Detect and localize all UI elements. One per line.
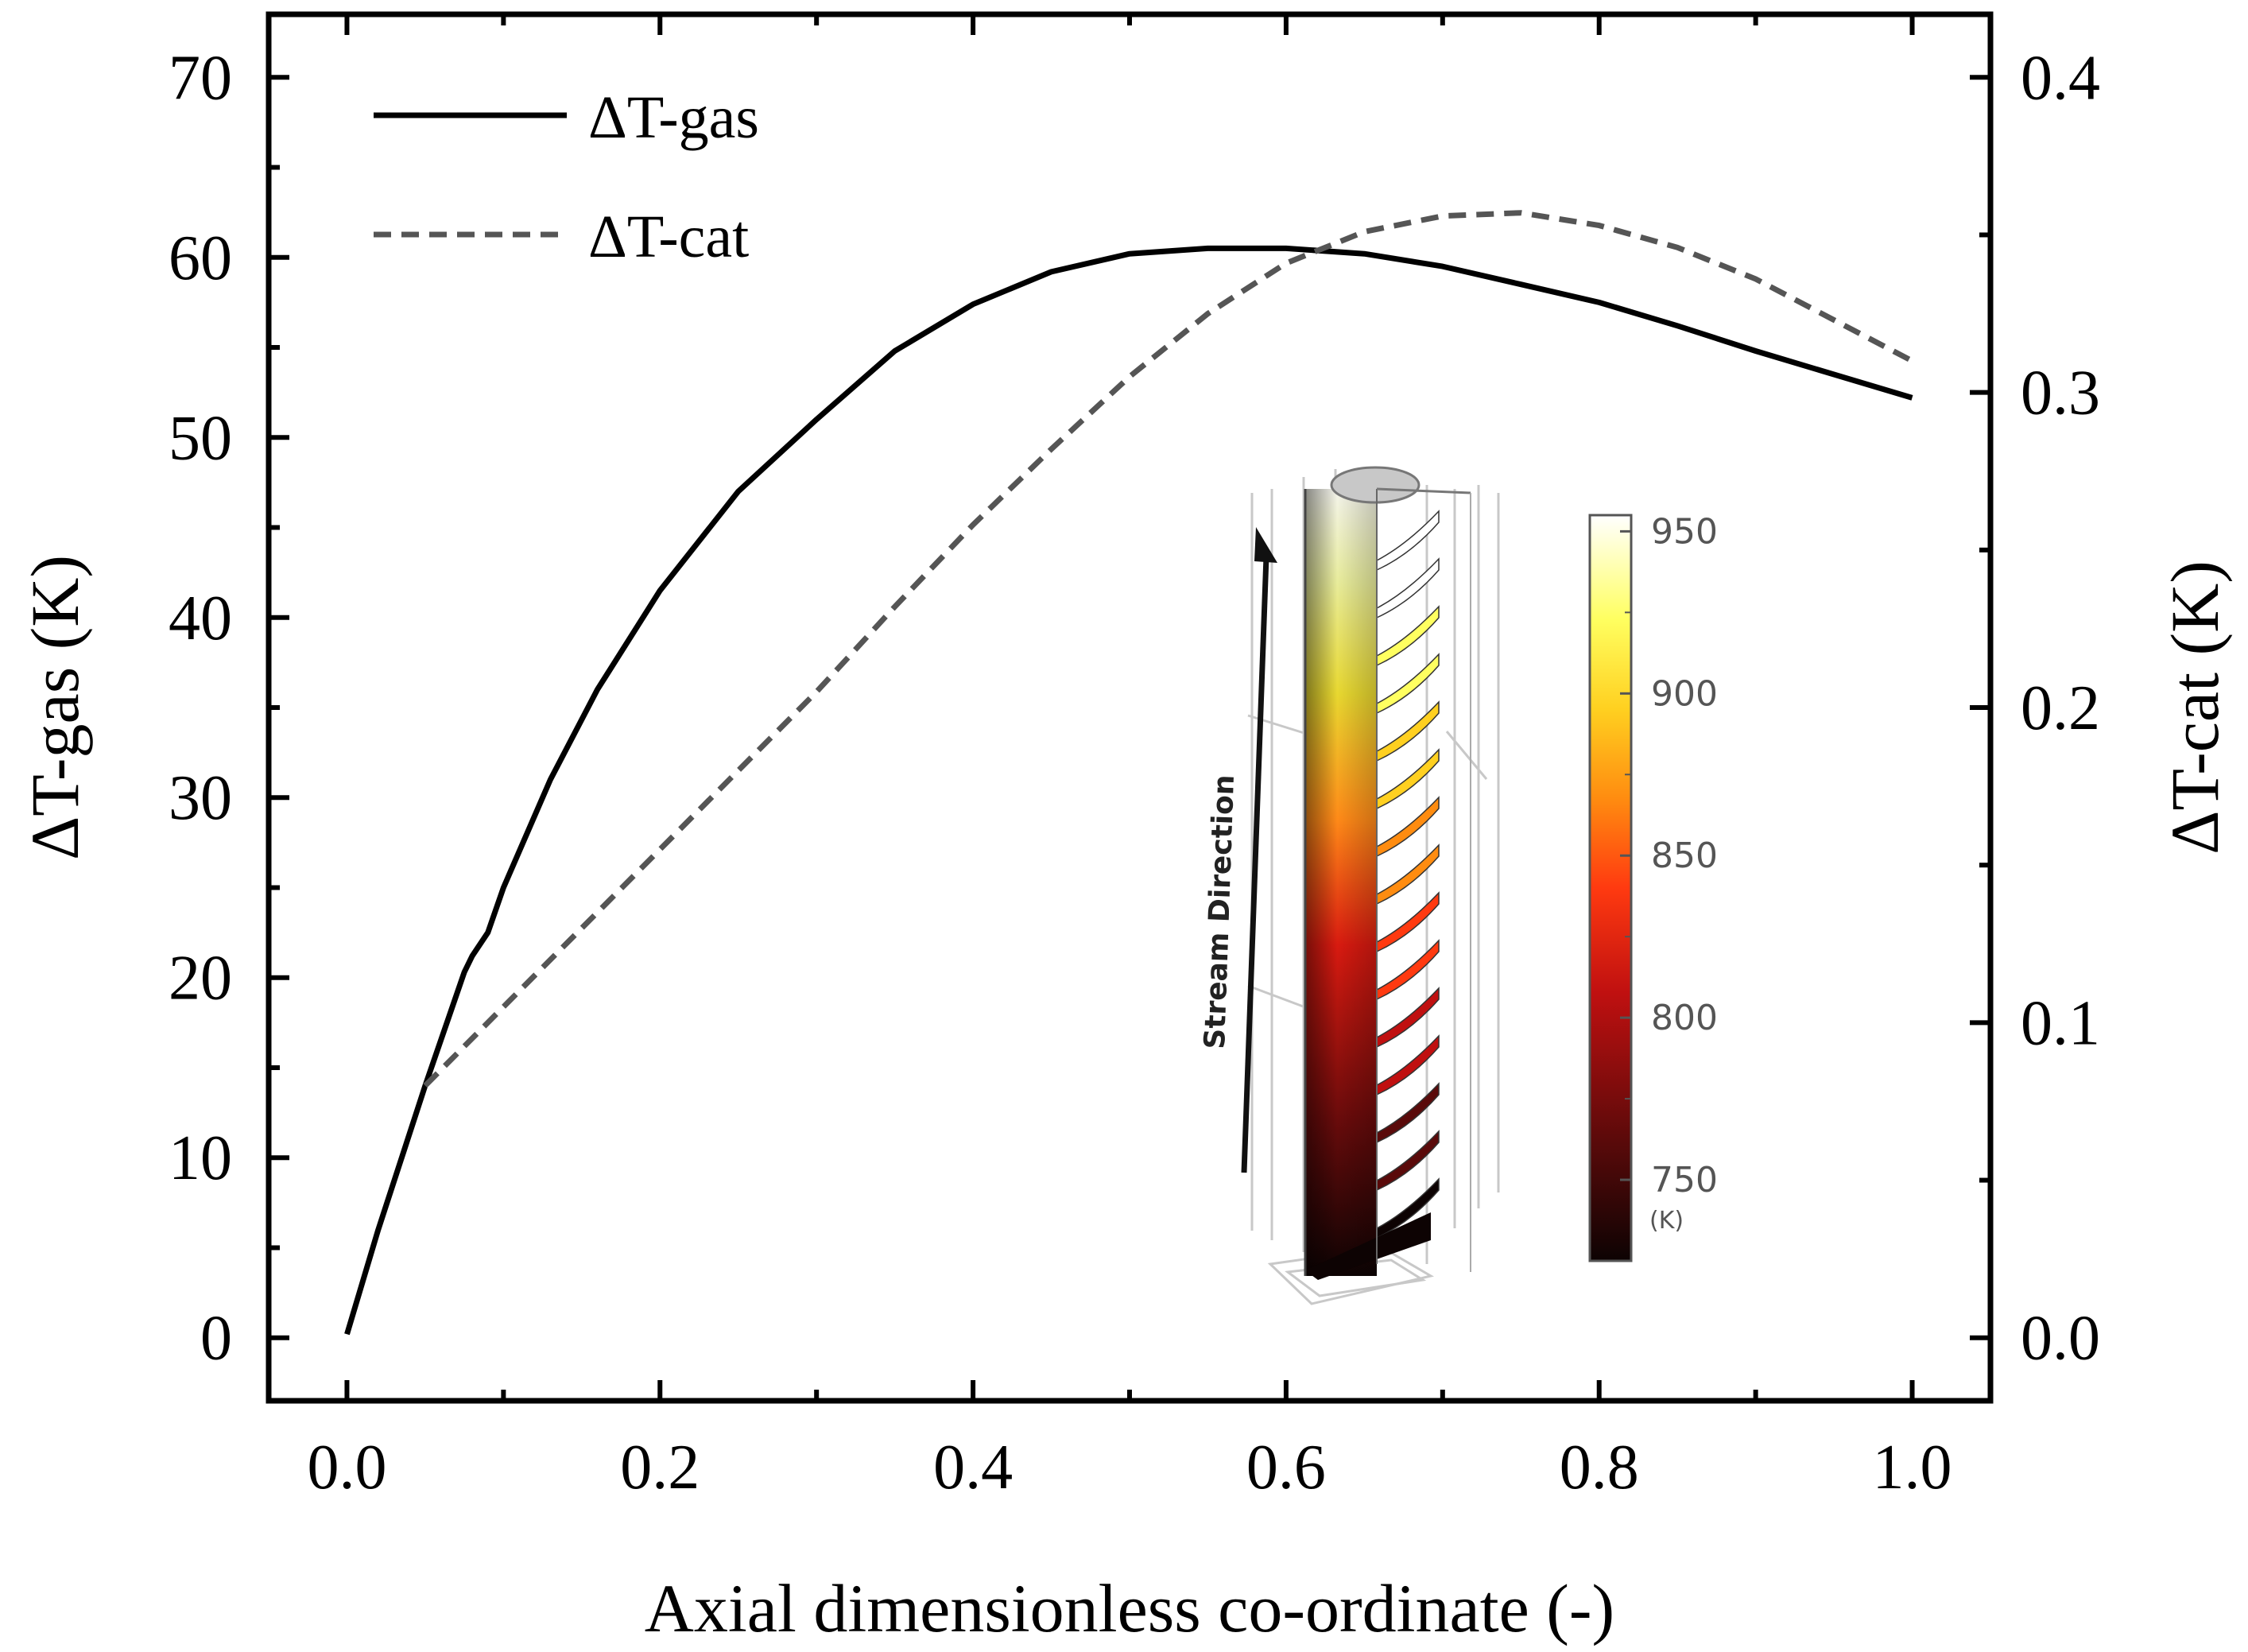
inset-fin	[1376, 939, 1440, 1001]
colorbar-ticks: 950 900 850 800 750	[1620, 511, 1718, 1200]
inset-fin	[1376, 700, 1440, 762]
series-line-delta-t-cat	[423, 210, 1914, 1088]
y-left-tick-label: 70	[169, 43, 232, 113]
colorbar-tick-label: 750	[1651, 1160, 1718, 1200]
y-right-tick-label: 0.4	[2021, 43, 2100, 113]
colorbar-tick-label: 950	[1651, 511, 1718, 552]
colorbar-tick-label: 800	[1651, 998, 1718, 1038]
inset-fin	[1376, 891, 1440, 953]
inset-tube-base	[1305, 1212, 1431, 1280]
colorbar-unit: (K)	[1649, 1207, 1684, 1235]
y-left-tick-label: 40	[169, 584, 232, 653]
inset-figure: Stream Direction 950 900 850 800 750 (K)	[1199, 466, 1718, 1305]
x-axis-title: Axial dimensionless co-ordinate (-)	[645, 1570, 1614, 1646]
x-tick-label: 0.4	[933, 1433, 1013, 1503]
axis-ticks	[269, 14, 1990, 1401]
colorbar	[1588, 514, 1633, 1262]
y-right-tick-label: 0.1	[2021, 988, 2100, 1058]
plot-frame	[265, 11, 1994, 1404]
inset-fin	[1376, 843, 1440, 905]
inset-fin	[1376, 1130, 1440, 1192]
y-right-tick-label: 0.0	[2021, 1304, 2100, 1374]
y-left-tick-label: 60	[169, 223, 232, 293]
inset-tube-shading	[1305, 489, 1377, 1276]
inset-fin	[1376, 1177, 1440, 1239]
series-line-delta-t-gas	[344, 245, 1913, 1336]
y-left-tick-label: 20	[169, 944, 232, 1014]
y-left-tick-label: 30	[169, 763, 232, 833]
inset-fin	[1376, 1034, 1440, 1096]
colorbar-tick-label: 850	[1651, 836, 1718, 876]
inset-tube	[1304, 466, 1471, 1280]
inset-fin	[1376, 987, 1440, 1049]
y-right-tick-label: 0.2	[2021, 673, 2100, 743]
legend-label-delta-t-cat: ΔT-cat	[588, 204, 749, 270]
inset-fin	[1376, 748, 1440, 810]
inset-fin	[1376, 1082, 1440, 1144]
inset-tube-cap	[1330, 466, 1421, 504]
y-right-tick-label: 0.3	[2021, 359, 2100, 429]
stream-direction-arrow	[1241, 527, 1277, 1173]
legend-label-delta-t-gas: ΔT-gas	[588, 84, 759, 151]
y-left-tick-label: 10	[169, 1123, 232, 1193]
x-tick-label: 1.0	[1873, 1433, 1952, 1503]
inset-fin	[1376, 605, 1440, 667]
legend: ΔT-gas ΔT-cat	[374, 84, 759, 270]
x-tick-label: 0.2	[620, 1433, 700, 1503]
inset-fin	[1376, 653, 1440, 715]
x-tick-label: 0.6	[1246, 1433, 1326, 1503]
inset-fin	[1376, 557, 1440, 619]
x-tick-label: 0.8	[1560, 1433, 1639, 1503]
x-tick-label: 0.0	[307, 1433, 386, 1503]
y-axis-title-right: ΔT-cat (K)	[2157, 560, 2233, 855]
colorbar-tick-label: 900	[1651, 673, 1718, 714]
stream-direction-label: Stream Direction	[1199, 774, 1241, 1050]
y-left-tick-label: 0	[200, 1304, 232, 1374]
y-axis-title-left: ΔT-gas (K)	[17, 555, 93, 860]
inset-fins	[1376, 510, 1440, 1239]
axis-tick-labels: 0.0 0.2 0.4 0.6 0.8 1.0 0 10 20 30 40 50 60 70 0.0 0.1 0…	[169, 43, 2100, 1503]
inset-fin	[1376, 796, 1440, 858]
inset-fin	[1376, 510, 1440, 572]
y-left-tick-label: 50	[169, 403, 232, 473]
